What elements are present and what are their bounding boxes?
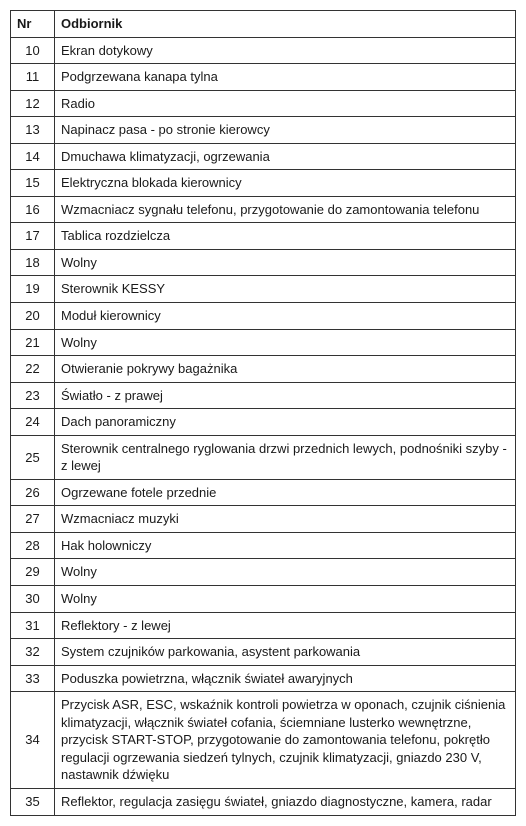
nr-cell: 23 — [11, 382, 55, 409]
desc-cell: Reflektor, regulacja zasięgu świateł, gn… — [55, 788, 516, 815]
desc-cell: Wolny — [55, 586, 516, 613]
table-row: 25Sterownik centralnego ryglowania drzwi… — [11, 435, 516, 479]
nr-cell: 19 — [11, 276, 55, 303]
nr-cell: 18 — [11, 249, 55, 276]
table-row: 12Radio — [11, 90, 516, 117]
desc-cell: Dach panoramiczny — [55, 409, 516, 436]
table-row: 29Wolny — [11, 559, 516, 586]
desc-cell: Elektryczna blokada kierownicy — [55, 170, 516, 197]
desc-cell: Moduł kierownicy — [55, 303, 516, 330]
col-header-nr: Nr — [11, 11, 55, 38]
nr-cell: 28 — [11, 532, 55, 559]
desc-cell: Radio — [55, 90, 516, 117]
desc-cell: Sterownik centralnego ryglowania drzwi p… — [55, 435, 516, 479]
table-row: 21Wolny — [11, 329, 516, 356]
nr-cell: 34 — [11, 692, 55, 789]
table-row: 24Dach panoramiczny — [11, 409, 516, 436]
table-row: 26Ogrzewane fotele przednie — [11, 479, 516, 506]
nr-cell: 13 — [11, 117, 55, 144]
table-row: 10Ekran dotykowy — [11, 37, 516, 64]
desc-cell: Wolny — [55, 559, 516, 586]
table-row: 33Poduszka powietrzna, włącznik świateł … — [11, 665, 516, 692]
desc-cell: Wzmacniacz muzyki — [55, 506, 516, 533]
nr-cell: 27 — [11, 506, 55, 533]
table-row: 15Elektryczna blokada kierownicy — [11, 170, 516, 197]
desc-cell: Sterownik KESSY — [55, 276, 516, 303]
table-row: 27Wzmacniacz muzyki — [11, 506, 516, 533]
desc-cell: Tablica rozdzielcza — [55, 223, 516, 250]
table-row: 22Otwieranie pokrywy bagażnika — [11, 356, 516, 383]
table-row: 14Dmuchawa klimatyzacji, ogrzewania — [11, 143, 516, 170]
nr-cell: 26 — [11, 479, 55, 506]
nr-cell: 33 — [11, 665, 55, 692]
table-row: 35Reflektor, regulacja zasięgu świateł, … — [11, 788, 516, 815]
table-body: 10Ekran dotykowy11Podgrzewana kanapa tyl… — [11, 37, 516, 815]
table-row: 11Podgrzewana kanapa tylna — [11, 64, 516, 91]
nr-cell: 25 — [11, 435, 55, 479]
table-header-row: Nr Odbiornik — [11, 11, 516, 38]
nr-cell: 24 — [11, 409, 55, 436]
desc-cell: Wolny — [55, 329, 516, 356]
desc-cell: Przycisk ASR, ESC, wskaźnik kontroli pow… — [55, 692, 516, 789]
desc-cell: Wzmacniacz sygnału telefonu, przygotowan… — [55, 196, 516, 223]
table-row: 32System czujników parkowania, asystent … — [11, 639, 516, 666]
table-row: 30Wolny — [11, 586, 516, 613]
nr-cell: 17 — [11, 223, 55, 250]
col-header-odbiornik: Odbiornik — [55, 11, 516, 38]
desc-cell: Reflektory - z lewej — [55, 612, 516, 639]
nr-cell: 15 — [11, 170, 55, 197]
fuse-table: Nr Odbiornik 10Ekran dotykowy11Podgrzewa… — [10, 10, 516, 816]
nr-cell: 11 — [11, 64, 55, 91]
table-row: 23Światło - z prawej — [11, 382, 516, 409]
table-row: 28Hak holowniczy — [11, 532, 516, 559]
desc-cell: Wolny — [55, 249, 516, 276]
desc-cell: Ogrzewane fotele przednie — [55, 479, 516, 506]
nr-cell: 29 — [11, 559, 55, 586]
table-row: 18Wolny — [11, 249, 516, 276]
desc-cell: Ekran dotykowy — [55, 37, 516, 64]
nr-cell: 16 — [11, 196, 55, 223]
nr-cell: 10 — [11, 37, 55, 64]
table-row: 16Wzmacniacz sygnału telefonu, przygotow… — [11, 196, 516, 223]
nr-cell: 35 — [11, 788, 55, 815]
table-row: 19Sterownik KESSY — [11, 276, 516, 303]
nr-cell: 14 — [11, 143, 55, 170]
nr-cell: 31 — [11, 612, 55, 639]
nr-cell: 22 — [11, 356, 55, 383]
desc-cell: Światło - z prawej — [55, 382, 516, 409]
desc-cell: Dmuchawa klimatyzacji, ogrzewania — [55, 143, 516, 170]
table-row: 13Napinacz pasa - po stronie kierowcy — [11, 117, 516, 144]
nr-cell: 32 — [11, 639, 55, 666]
table-row: 34Przycisk ASR, ESC, wskaźnik kontroli p… — [11, 692, 516, 789]
nr-cell: 12 — [11, 90, 55, 117]
desc-cell: System czujników parkowania, asystent pa… — [55, 639, 516, 666]
desc-cell: Poduszka powietrzna, włącznik świateł aw… — [55, 665, 516, 692]
nr-cell: 30 — [11, 586, 55, 613]
nr-cell: 21 — [11, 329, 55, 356]
desc-cell: Napinacz pasa - po stronie kierowcy — [55, 117, 516, 144]
table-row: 31Reflektory - z lewej — [11, 612, 516, 639]
table-row: 20Moduł kierownicy — [11, 303, 516, 330]
nr-cell: 20 — [11, 303, 55, 330]
desc-cell: Podgrzewana kanapa tylna — [55, 64, 516, 91]
desc-cell: Otwieranie pokrywy bagażnika — [55, 356, 516, 383]
desc-cell: Hak holowniczy — [55, 532, 516, 559]
table-row: 17Tablica rozdzielcza — [11, 223, 516, 250]
